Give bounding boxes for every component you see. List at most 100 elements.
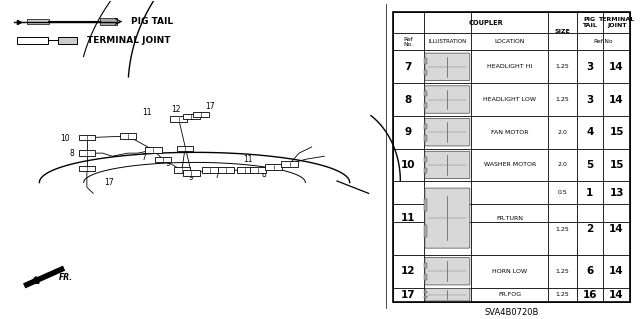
Bar	[193, 112, 209, 117]
Bar	[202, 167, 219, 173]
Text: TERMINAL JOINT: TERMINAL JOINT	[87, 36, 170, 45]
Bar	[79, 135, 95, 140]
Bar	[17, 37, 47, 43]
Bar	[424, 225, 427, 237]
Text: 7: 7	[141, 153, 147, 162]
Bar	[183, 114, 200, 119]
Text: FR.FOG: FR.FOG	[498, 292, 521, 297]
Bar	[100, 19, 117, 25]
Text: 13: 13	[609, 188, 624, 197]
Text: 10: 10	[401, 160, 415, 170]
Bar	[145, 147, 162, 153]
Text: 4: 4	[586, 127, 593, 137]
Bar	[424, 103, 427, 108]
Text: FAN MOTOR: FAN MOTOR	[491, 130, 529, 135]
Text: 3: 3	[586, 62, 593, 72]
Text: PIG TAIL: PIG TAIL	[131, 17, 173, 26]
Bar	[218, 167, 234, 173]
Text: Ref.No: Ref.No	[594, 39, 613, 44]
Bar	[266, 164, 282, 170]
Bar	[177, 146, 193, 151]
Bar	[424, 199, 427, 211]
Text: 5: 5	[586, 160, 593, 170]
Text: LOCATION: LOCATION	[495, 39, 525, 44]
Text: PIG
TAIL: PIG TAIL	[582, 18, 597, 28]
Text: 14: 14	[609, 62, 624, 72]
Text: FR.: FR.	[58, 273, 72, 282]
Text: 9: 9	[404, 127, 412, 137]
Bar	[424, 124, 427, 129]
Text: 9: 9	[166, 160, 170, 168]
Text: 15: 15	[609, 127, 624, 137]
Text: 1.25: 1.25	[556, 227, 570, 232]
Text: 1: 1	[586, 188, 593, 197]
Text: 7: 7	[404, 62, 412, 72]
Bar	[424, 135, 427, 141]
Text: ILLUSTRATION: ILLUSTRATION	[428, 39, 467, 44]
Text: 2.0: 2.0	[557, 162, 568, 167]
Text: FR.TURN: FR.TURN	[496, 216, 524, 221]
FancyBboxPatch shape	[425, 53, 470, 80]
Text: 11: 11	[401, 213, 415, 223]
Text: WASHER MOTOR: WASHER MOTOR	[484, 162, 536, 167]
FancyBboxPatch shape	[425, 188, 470, 248]
Text: 8: 8	[404, 94, 412, 105]
Text: 16: 16	[582, 290, 597, 300]
Text: 17: 17	[205, 102, 215, 111]
Text: 14: 14	[609, 94, 624, 105]
Text: TERMINAL
JOINT: TERMINAL JOINT	[598, 18, 635, 28]
Text: 2.0: 2.0	[557, 130, 568, 135]
Bar	[27, 19, 49, 24]
Text: 7: 7	[214, 171, 219, 180]
Text: 8: 8	[262, 170, 267, 179]
FancyBboxPatch shape	[425, 288, 470, 301]
Text: 11: 11	[142, 108, 152, 117]
Text: 1.25: 1.25	[556, 97, 570, 102]
Bar	[424, 263, 427, 268]
FancyBboxPatch shape	[425, 151, 470, 179]
Text: 14: 14	[609, 290, 624, 300]
Text: 11: 11	[244, 155, 253, 164]
FancyBboxPatch shape	[425, 257, 470, 285]
Text: 0.5: 0.5	[557, 190, 568, 195]
Bar	[79, 150, 95, 156]
Text: 9: 9	[189, 174, 194, 182]
Bar	[58, 37, 77, 43]
Bar	[237, 167, 253, 173]
Text: 1.25: 1.25	[556, 269, 570, 274]
Text: 12: 12	[171, 105, 180, 114]
Text: SVA4B0720B: SVA4B0720B	[484, 308, 539, 317]
Bar	[173, 167, 190, 173]
Text: 17: 17	[104, 178, 114, 187]
Text: 8: 8	[70, 149, 75, 158]
Bar	[282, 161, 298, 167]
Text: 15: 15	[609, 160, 624, 170]
Bar	[79, 166, 95, 171]
Bar	[424, 291, 427, 293]
Bar	[424, 274, 427, 280]
Bar	[170, 116, 187, 122]
Text: 10: 10	[60, 134, 70, 143]
Text: 6: 6	[586, 266, 593, 276]
Text: HEADLIGHT HI: HEADLIGHT HI	[487, 64, 532, 69]
Bar	[393, 12, 630, 302]
FancyBboxPatch shape	[425, 86, 470, 113]
Text: 17: 17	[401, 290, 415, 300]
Bar	[250, 167, 266, 173]
Bar	[120, 133, 136, 139]
Bar	[424, 91, 427, 96]
Text: 12: 12	[401, 266, 415, 276]
Text: HORN LOW: HORN LOW	[492, 269, 527, 274]
Text: 2: 2	[586, 224, 593, 234]
Bar	[155, 157, 171, 162]
Text: 3: 3	[586, 94, 593, 105]
Text: 1.25: 1.25	[556, 64, 570, 69]
Text: 14: 14	[609, 224, 624, 234]
Bar	[424, 58, 427, 64]
Text: 1.25: 1.25	[556, 292, 570, 297]
Text: 14: 14	[609, 266, 624, 276]
Text: SIZE: SIZE	[555, 29, 570, 34]
Text: Ref
No.: Ref No.	[403, 37, 413, 47]
Bar	[424, 168, 427, 173]
Bar	[424, 296, 427, 298]
